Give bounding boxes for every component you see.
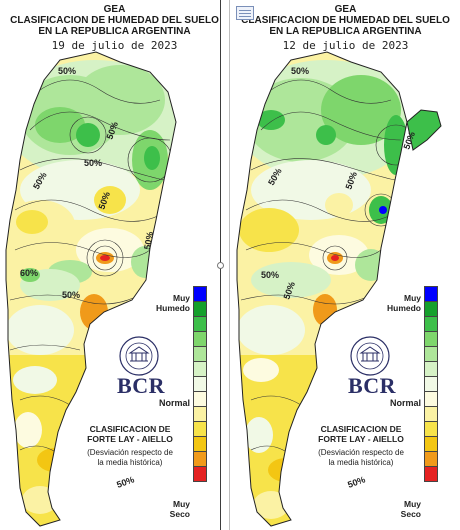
legend-swatch (193, 316, 207, 332)
contour-label: 50% (84, 158, 102, 168)
legend-swatch (424, 406, 438, 422)
legend-swatch (424, 301, 438, 317)
legend-swatch (193, 286, 207, 302)
color-legend (424, 286, 438, 482)
legend-top-label-line1: Muy (404, 293, 421, 303)
contour-label: 50% (261, 270, 279, 280)
argentina-map: 50% 50% 50% 50% 60% 50% 50% 50% 50% (5, 51, 177, 527)
argentina-map: 50% 50% 50% 50% 50% 50% 50% (236, 51, 442, 527)
legend-swatch (193, 436, 207, 452)
method-note-line1: (Desviación respecto de (318, 448, 404, 457)
contour-label: 50% (62, 290, 80, 300)
legend-swatch (424, 466, 438, 482)
contour-label: 50% (346, 474, 366, 490)
legend-bottom-label-line2: Seco (169, 509, 190, 519)
method-title: CLASIFICACION DE FORTE LAY - AIELLO (301, 424, 421, 444)
legend-bottom-label-line1: Muy (173, 499, 190, 509)
legend-swatch (424, 316, 438, 332)
legend-swatch (193, 346, 207, 362)
header-date: 19 de julio de 2023 (51, 39, 178, 52)
legend-top-label: Muy Humedo (387, 293, 421, 313)
method-note: (Desviación respecto de la media históri… (299, 448, 423, 468)
method-note: (Desviación respecto de la media históri… (68, 448, 192, 468)
legend-swatch (193, 421, 207, 437)
contour-label: 50% (115, 474, 135, 490)
header-org: GEA (103, 4, 126, 15)
resize-handle[interactable] (217, 262, 224, 269)
legend-swatch (424, 391, 438, 407)
legend-mid-label: Normal (158, 398, 190, 408)
method-title-line2: FORTE LAY - AIELLO (87, 434, 173, 444)
legend-swatch (193, 391, 207, 407)
legend-swatch (424, 361, 438, 377)
bcr-seal-icon (350, 336, 390, 376)
legend-top-label: Muy Humedo (156, 293, 190, 313)
legend-swatch (424, 346, 438, 362)
legend-top-label-line2: Humedo (387, 303, 421, 313)
legend-swatch (193, 331, 207, 347)
legend-bottom-label-line1: Muy (404, 499, 421, 509)
bcr-seal-icon (119, 336, 159, 376)
legend-swatch (193, 451, 207, 467)
legend-bottom-label: Muy Seco (156, 499, 190, 519)
legend-swatch (424, 451, 438, 467)
method-title: CLASIFICACION DE FORTE LAY - AIELLO (70, 424, 190, 444)
soil-moisture-map-panel-0712: 50% 50% 50% 50% 50% 50% 50% GEA CLASIFIC… (231, 0, 460, 530)
bcr-brand-text: BCR (117, 373, 165, 398)
legend-swatch (424, 286, 438, 302)
legend-swatch (424, 376, 438, 392)
method-note-line2: la media histórica) (328, 458, 394, 467)
contour-label: 50% (291, 66, 309, 76)
legend-bottom-label: Muy Seco (387, 499, 421, 519)
header-org: GEA (334, 4, 357, 15)
legend-top-label-line1: Muy (173, 293, 190, 303)
legend-swatch (424, 421, 438, 437)
legend-swatch (193, 466, 207, 482)
bcr-brand-text: BCR (348, 373, 396, 398)
header-title-line2: EN LA REPUBLICA ARGENTINA (269, 26, 422, 37)
copy-icon[interactable] (236, 6, 254, 20)
contour-label: 60% (20, 268, 38, 278)
legend-top-label-line2: Humedo (156, 303, 190, 313)
header-title-line1: CLASIFICACION DE HUMEDAD DEL SUELO (10, 15, 219, 26)
color-legend (193, 286, 207, 482)
method-note-line1: (Desviación respecto de (87, 448, 173, 457)
method-title-line1: CLASIFICACION DE (320, 424, 402, 434)
header-date: 12 de julio de 2023 (282, 39, 409, 52)
legend-swatch (193, 406, 207, 422)
header-title-line2: EN LA REPUBLICA ARGENTINA (38, 26, 191, 37)
legend-swatch (193, 301, 207, 317)
legend-swatch (424, 436, 438, 452)
legend-swatch (424, 331, 438, 347)
legend-swatch (193, 376, 207, 392)
method-title-line2: FORTE LAY - AIELLO (318, 434, 404, 444)
legend-mid-label: Normal (389, 398, 421, 408)
method-note-line2: la media histórica) (97, 458, 163, 467)
soil-moisture-map-panel-0719: 50% 50% 50% 50% 60% 50% 50% 50% 50% GEA … (5, 0, 230, 530)
contour-label: 50% (58, 66, 76, 76)
legend-bottom-label-line2: Seco (400, 509, 421, 519)
method-title-line1: CLASIFICACION DE (89, 424, 171, 434)
contour-label: 50% (142, 231, 155, 250)
legend-swatch (193, 361, 207, 377)
header-title-line1: CLASIFICACION DE HUMEDAD DEL SUELO (241, 15, 450, 26)
